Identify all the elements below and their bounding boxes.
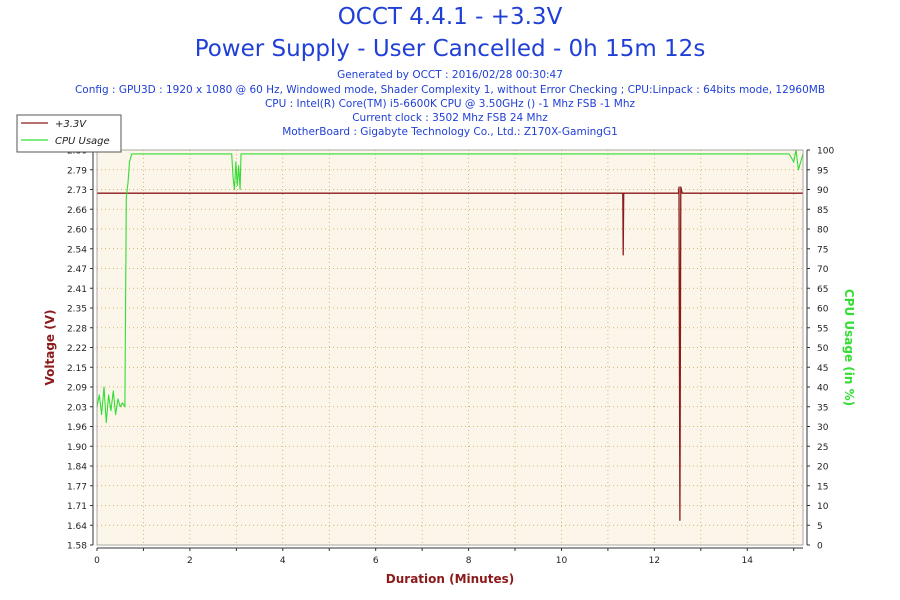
x-axis-label: Duration (Minutes) xyxy=(386,572,514,586)
chart-subtitle: Power Supply - User Cancelled - 0h 15m 1… xyxy=(194,36,706,62)
legend-box xyxy=(16,114,122,153)
x-axis: 0 2 4 6 8 10 12 14 xyxy=(94,547,803,566)
generated-line: Generated by OCCT : 2016/02/28 00:30:47 xyxy=(337,69,563,81)
y-tick-label-left: 2.66 xyxy=(67,206,87,216)
y-tick-label-right: 95 xyxy=(817,166,828,176)
y-tick-label-right: 50 xyxy=(817,344,829,354)
legend-label: CPU Usage xyxy=(55,136,110,147)
x-tick-label: 0 xyxy=(94,556,100,566)
y-tick-label-left: 2.41 xyxy=(67,285,87,295)
y-tick-label-left: 2.47 xyxy=(67,265,87,275)
series-group xyxy=(96,149,804,521)
y-tick-label-right: 5 xyxy=(817,522,823,532)
y-tick-label-right: 35 xyxy=(817,403,828,413)
y-tick-label-right: 25 xyxy=(817,443,828,453)
y-tick-label-right: 30 xyxy=(817,423,829,433)
legend: +3.3V CPU Usage xyxy=(16,114,122,153)
y-tick-label-left: 2.35 xyxy=(67,305,87,315)
y-tick-label-left: 2.54 xyxy=(67,245,87,255)
y-tick-label-right: 65 xyxy=(817,285,828,295)
y-tick-label-left: 2.60 xyxy=(67,226,87,236)
x-tick-label: 8 xyxy=(466,556,472,566)
y-tick-label-left: 2.28 xyxy=(67,324,87,334)
y-tick-label-right: 10 xyxy=(817,502,829,512)
y-tick-label-left: 1.64 xyxy=(67,522,87,532)
x-tick-label: 10 xyxy=(556,556,568,566)
y-tick-label-left: 2.09 xyxy=(67,384,87,394)
x-tick-label: 12 xyxy=(649,556,660,566)
clock-line: Current clock : 3502 Mhz FSB 24 Mhz xyxy=(352,112,548,124)
y-tick-label-left: 1.71 xyxy=(67,502,87,512)
y-tick-label-right: 90 xyxy=(817,186,829,196)
motherboard-line: MotherBoard : Gigabyte Technology Co., L… xyxy=(282,126,618,138)
y-tick-label-right: 100 xyxy=(817,147,834,157)
chart-title: OCCT 4.4.1 - +3.3V xyxy=(337,4,563,30)
y-tick-label-right: 80 xyxy=(817,226,829,236)
y-tick-label-left: 1.58 xyxy=(67,542,87,552)
cpu-line: CPU : Intel(R) Core(TM) i5-6600K CPU @ 3… xyxy=(264,98,636,110)
x-tick-label: 14 xyxy=(742,556,754,566)
y-tick-label-left: 1.84 xyxy=(67,463,87,473)
y-tick-label-right: 40 xyxy=(817,384,829,394)
y-axis-left-label: Voltage (V) xyxy=(43,310,57,386)
y-tick-label-right: 55 xyxy=(817,324,828,334)
y-axis-left: 2.862.792.732.662.602.542.472.412.352.28… xyxy=(67,147,94,552)
y-tick-label-right: 20 xyxy=(817,463,829,473)
x-tick-label: 4 xyxy=(280,556,286,566)
y-tick-label-left: 1.77 xyxy=(67,482,87,492)
y-tick-label-left: 2.73 xyxy=(67,186,87,196)
config-line: Config : GPU3D : 1920 x 1080 @ 60 Hz, Wi… xyxy=(74,84,826,96)
y-axis-right-label: CPU Usage (in %) xyxy=(842,289,856,406)
y-tick-label-left: 2.15 xyxy=(67,364,87,374)
plot-frame xyxy=(96,149,804,546)
series-line-cpu-usage xyxy=(96,149,804,424)
y-tick-label-left: 2.03 xyxy=(67,403,87,413)
y-tick-label-left: 1.90 xyxy=(67,443,87,453)
legend-label: +3.3V xyxy=(55,119,87,130)
y-tick-label-right: 15 xyxy=(817,482,828,492)
x-tick-label: 6 xyxy=(373,556,379,566)
y-tick-label-right: 70 xyxy=(817,265,829,275)
y-tick-label-right: 75 xyxy=(817,245,828,255)
x-tick-label: 2 xyxy=(187,556,193,566)
y-tick-label-right: 60 xyxy=(817,305,829,315)
y-tick-label-right: 85 xyxy=(817,206,828,216)
y-tick-label-left: 1.96 xyxy=(67,423,87,433)
y-axis-right: 1009590858075706560555045403530252015105… xyxy=(806,147,834,552)
y-tick-label-right: 45 xyxy=(817,364,828,374)
y-tick-label-left: 2.22 xyxy=(67,344,87,354)
y-tick-label-left: 2.79 xyxy=(67,166,87,176)
y-tick-label-right: 0 xyxy=(817,542,823,552)
series-line-voltage xyxy=(97,186,803,521)
